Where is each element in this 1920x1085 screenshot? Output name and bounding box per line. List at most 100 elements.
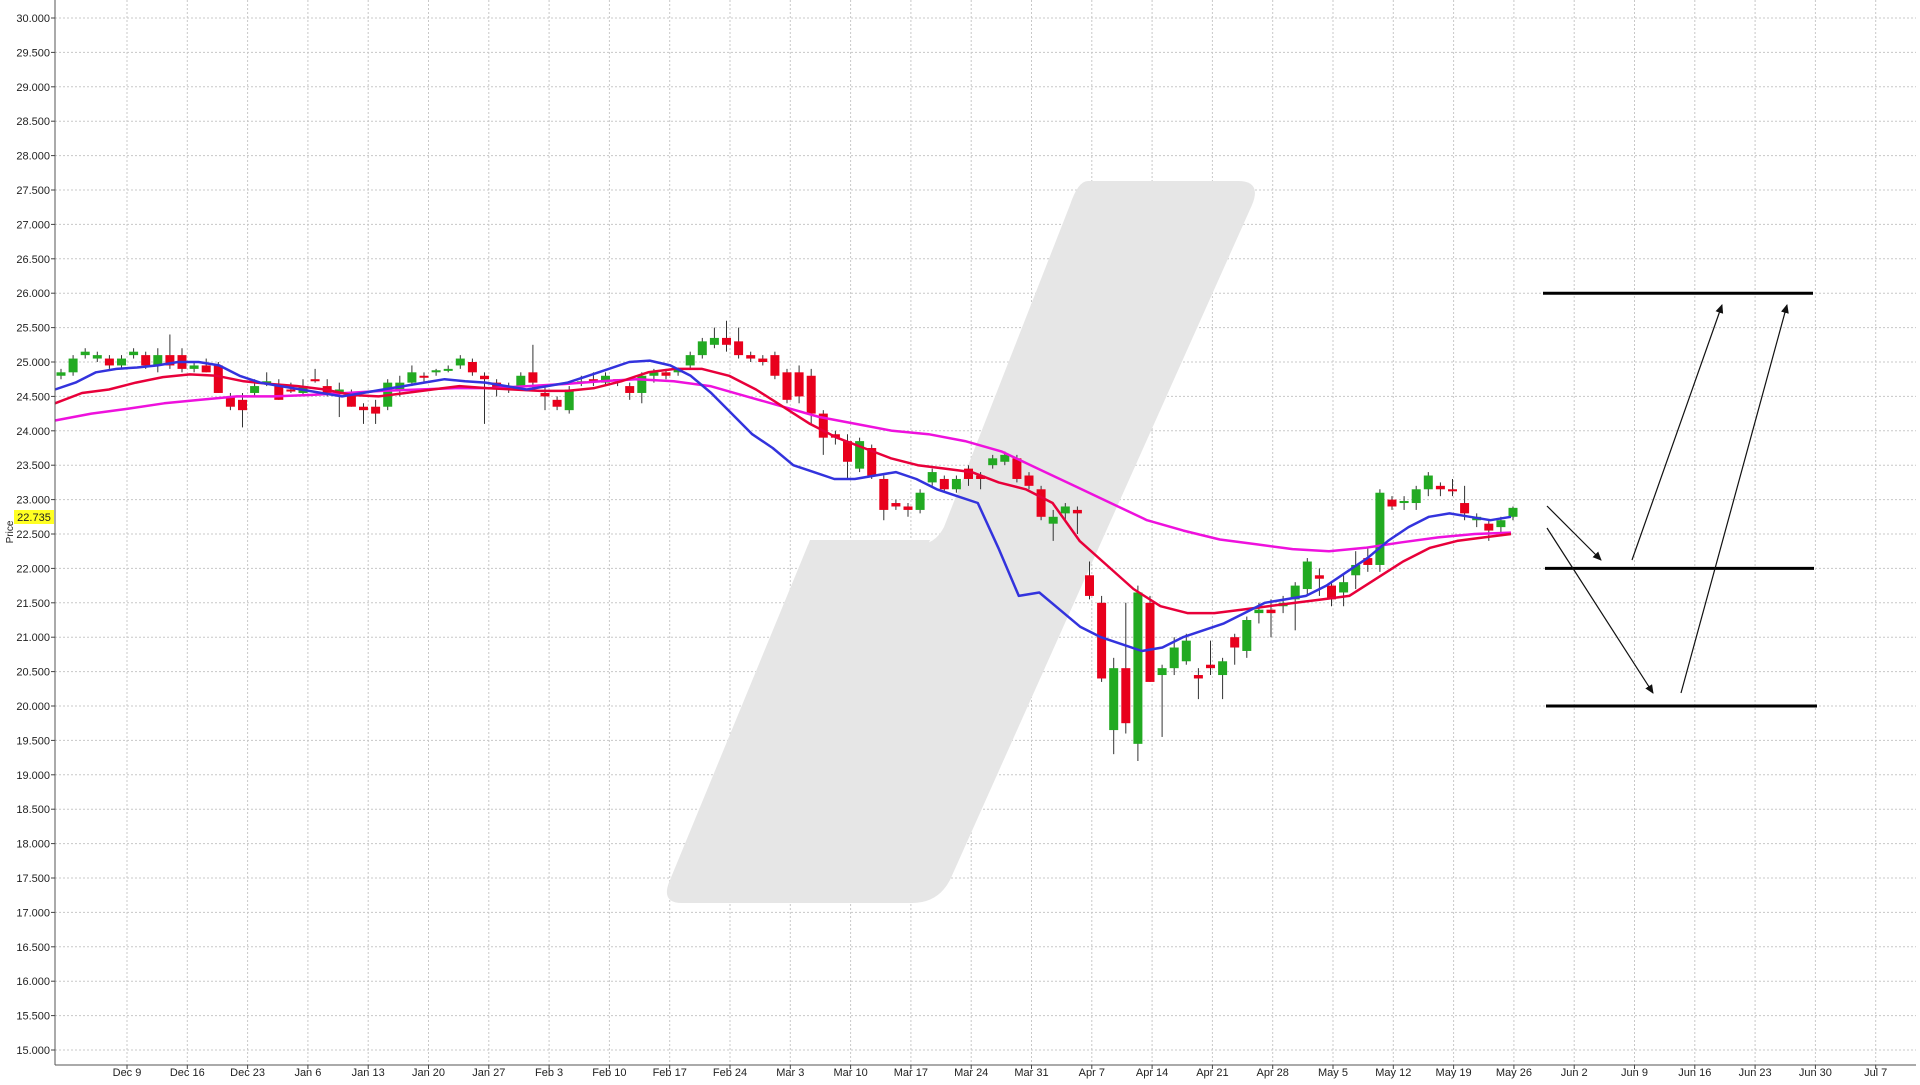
ma-mid-line — [54, 367, 1512, 615]
candle-body — [1363, 558, 1373, 565]
candle-body — [564, 389, 574, 411]
candle-body — [770, 355, 780, 376]
candle-body — [1230, 637, 1240, 648]
candle-body — [467, 362, 477, 373]
candle-body — [939, 478, 949, 490]
candle-body — [891, 503, 901, 507]
candle-body — [1266, 609, 1276, 614]
candle-body — [1399, 500, 1409, 504]
candle-body — [213, 365, 223, 393]
candle-body — [1072, 509, 1082, 514]
y-tick-label: 21.500 — [16, 598, 50, 610]
candle-body — [685, 355, 695, 366]
candle-body — [1290, 585, 1300, 600]
candle-body — [1145, 602, 1155, 682]
x-tick-label: Feb 3 — [535, 1067, 563, 1079]
candle-body — [262, 381, 272, 384]
candle-body — [697, 341, 707, 356]
candle-body — [722, 337, 731, 345]
candle-body — [286, 389, 296, 392]
candle-body — [189, 365, 199, 369]
candle-body — [649, 372, 659, 376]
y-tick-label: 30.000 — [16, 13, 50, 25]
candle-body — [794, 372, 804, 397]
y-tick-label: 29.000 — [16, 82, 50, 94]
last-price-tag-bg — [14, 510, 54, 524]
y-tick-label: 24.500 — [16, 391, 50, 403]
x-tick-label: Jun 23 — [1739, 1067, 1772, 1079]
candle-body — [1048, 516, 1058, 524]
candle-body — [746, 355, 756, 359]
x-tick-label: Mar 24 — [954, 1067, 988, 1079]
candle-body — [1036, 489, 1046, 517]
candle-body — [407, 372, 417, 383]
y-tick-label: 22.500 — [16, 529, 50, 541]
candle-body — [371, 406, 381, 414]
x-tick-label: Feb 24 — [713, 1067, 747, 1079]
candle-body — [818, 413, 828, 438]
arrow-down-to-lower — [1546, 527, 1654, 694]
candle-body — [1314, 575, 1324, 579]
candle-body — [141, 355, 151, 366]
y-tick-label: 17.000 — [16, 907, 50, 919]
candle-body — [988, 458, 998, 466]
last-price-tag: 22.735 — [17, 512, 51, 524]
candle-body — [238, 399, 247, 411]
y-tick-label: 24.000 — [16, 426, 50, 438]
x-tick-label: Apr 14 — [1136, 1067, 1168, 1079]
candle-body — [68, 358, 78, 373]
candle-body — [1024, 475, 1034, 486]
y-tick-label: 23.500 — [16, 460, 50, 472]
x-tick-label: Jan 27 — [472, 1067, 505, 1079]
candle-body — [1448, 489, 1457, 492]
candle-body — [552, 399, 562, 407]
candle-body — [153, 355, 163, 366]
y-tick-label: 20.500 — [16, 667, 50, 679]
candle-body — [915, 492, 925, 510]
y-tick-label: 20.000 — [16, 701, 50, 713]
x-tick-label: Dec 9 — [113, 1067, 142, 1079]
candle-body — [1339, 582, 1349, 593]
candle-body — [92, 355, 102, 359]
candle-body — [455, 358, 465, 366]
x-tick-label: May 19 — [1436, 1067, 1472, 1079]
candle-body — [540, 392, 550, 397]
arrow-middle-to-upper — [1631, 304, 1724, 561]
candle-body — [310, 379, 320, 382]
x-axis-ticks: Dec 9 Dec 16 Dec 23 Jan 6 Jan 13 Jan 20 Jan 27… — [113, 1065, 1887, 1079]
y-tick-label: 23.000 — [16, 495, 50, 507]
candle-body — [359, 406, 368, 411]
candle-body — [80, 351, 90, 356]
candle-body — [346, 392, 356, 407]
candle-body — [1423, 475, 1433, 490]
candle-body — [637, 375, 647, 393]
y-tick-label: 28.500 — [16, 116, 50, 128]
candle-body — [843, 441, 852, 462]
candle-body — [588, 379, 598, 382]
candle-body — [1508, 507, 1518, 517]
ma-fast-line — [54, 359, 1512, 653]
x-tick-label: May 26 — [1496, 1067, 1532, 1079]
y-tick-label: 25.500 — [16, 323, 50, 335]
y-tick-label: 15.000 — [16, 1045, 50, 1057]
candle-body — [1254, 609, 1264, 614]
x-tick-label: Dec 16 — [170, 1067, 205, 1079]
candle-body — [1157, 668, 1167, 676]
x-tick-label: Jun 9 — [1621, 1067, 1648, 1079]
candle-body — [1193, 675, 1203, 679]
y-tick-label: 26.500 — [16, 254, 50, 266]
y-tick-label: 21.000 — [16, 632, 50, 644]
candle-body — [709, 337, 719, 345]
candle-body — [758, 358, 768, 362]
y-tick-label: 18.500 — [16, 804, 50, 816]
x-tick-label: Mar 10 — [833, 1067, 867, 1079]
x-tick-label: Apr 28 — [1256, 1067, 1288, 1079]
y-tick-label: 16.500 — [16, 942, 50, 954]
candle-body — [927, 472, 937, 483]
arrow-lower-to-upper — [1680, 304, 1789, 694]
candle-body — [964, 468, 973, 479]
candle-body — [516, 375, 526, 387]
y-tick-label: 28.000 — [16, 151, 50, 163]
candle-body — [1484, 523, 1494, 531]
